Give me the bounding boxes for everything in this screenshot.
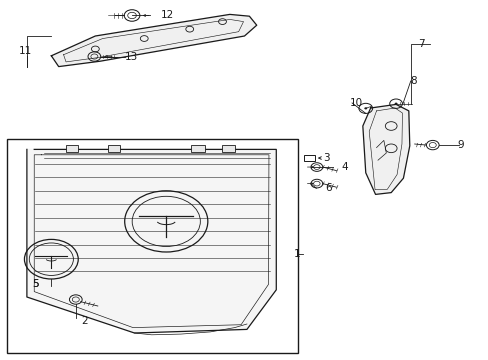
Polygon shape (27, 149, 276, 333)
Circle shape (364, 107, 366, 109)
Text: 2: 2 (81, 316, 87, 327)
Text: 5: 5 (32, 279, 39, 289)
Polygon shape (51, 14, 256, 67)
Text: 7: 7 (417, 39, 424, 49)
Text: 1: 1 (293, 249, 300, 259)
Bar (107, 145, 120, 152)
Text: 11: 11 (19, 46, 33, 56)
Bar (66, 145, 78, 152)
Text: 6: 6 (325, 183, 331, 193)
Bar (304, 155, 314, 161)
Text: 10: 10 (349, 98, 362, 108)
Text: 12: 12 (161, 10, 174, 21)
Bar (7, 139, 298, 353)
Text: 5: 5 (32, 279, 39, 289)
Polygon shape (362, 104, 409, 194)
Text: 8: 8 (409, 76, 416, 86)
Bar (190, 145, 205, 152)
Text: 3: 3 (323, 153, 329, 163)
Text: 9: 9 (457, 140, 464, 150)
Text: 13: 13 (124, 51, 138, 62)
Text: 4: 4 (341, 162, 348, 172)
Bar (222, 145, 234, 152)
Circle shape (394, 103, 397, 105)
